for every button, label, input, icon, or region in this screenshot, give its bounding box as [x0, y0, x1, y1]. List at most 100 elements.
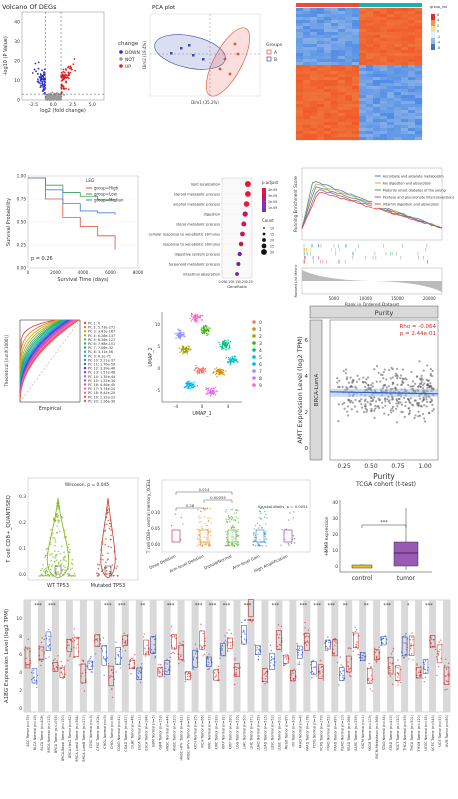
purity-point [400, 410, 403, 413]
heatmap-cell [387, 29, 395, 33]
pcqq-curve [19, 319, 62, 403]
pancancer-box [234, 663, 240, 677]
cna-point [237, 510, 239, 512]
umap-point [229, 341, 232, 343]
heatmap-cell [338, 8, 346, 12]
umap-point [193, 383, 195, 386]
heatmap-cell [331, 92, 339, 96]
umap-point [181, 332, 183, 334]
purity-rho: Rho = -0.064 [399, 324, 436, 330]
umap-point [187, 350, 189, 353]
umap-point [206, 329, 208, 332]
purity-point [390, 411, 393, 414]
heatmap-cell [296, 11, 304, 15]
pancancer-point [391, 683, 394, 686]
heatmap-cell [380, 71, 388, 75]
violin-point [44, 556, 46, 558]
heatmap-cell [359, 38, 367, 42]
cna-point [227, 516, 230, 518]
heatmap-cell [415, 71, 423, 75]
violin-point [62, 574, 65, 576]
umap-x-tick: 0 [201, 404, 204, 409]
dotplot-category-label: lipid localization [191, 182, 220, 186]
violin-point [104, 561, 107, 564]
pancancer-point [186, 673, 189, 676]
umap-point [224, 341, 227, 344]
pancancer-point [122, 646, 124, 648]
dotplot-size-key [262, 232, 266, 236]
pancancer-category-label: GBM Normal (n=5) [152, 714, 156, 747]
purity-point [358, 400, 361, 403]
heatmap-cell [303, 116, 311, 120]
heatmap-cell [387, 131, 395, 135]
pancancer-point [244, 619, 246, 622]
heatmap-cell [408, 59, 416, 63]
purity-point [345, 376, 349, 379]
cna-point [265, 513, 267, 516]
pancancer-point [424, 676, 426, 679]
umap-legend-key [252, 341, 256, 345]
pancancer-point [330, 641, 332, 644]
cna-point [264, 535, 267, 538]
pancancer-point [61, 673, 63, 675]
volcano-y-tick: 10 [14, 78, 20, 84]
pancancer-point [445, 668, 448, 670]
cna-point [262, 507, 265, 510]
pca-y-label: Dim2 (19.4%) [142, 41, 147, 69]
heatmap-cell [359, 71, 367, 75]
umap-legend-key [252, 362, 256, 366]
pancancer-point [182, 640, 184, 643]
heatmap-cell [338, 62, 346, 66]
pancancer-point [355, 629, 358, 631]
pancancer-point [66, 641, 69, 643]
purity-point [396, 405, 399, 408]
pancancer-point [319, 659, 322, 662]
volcano-point [73, 58, 76, 60]
heatmap-cell [324, 41, 332, 45]
heatmap-cell [373, 23, 381, 27]
cna-point [206, 524, 208, 527]
violin-point [106, 513, 108, 515]
pancancer-point [76, 638, 78, 640]
pancancer-point [405, 642, 407, 644]
heatmap-cell [296, 59, 304, 63]
heatmap-cell [303, 41, 311, 45]
heatmap-cell [338, 29, 346, 33]
heatmap-cell [345, 137, 353, 141]
pancancer-point [367, 678, 369, 680]
heatmap-cell [401, 113, 409, 117]
pancancer-significance: *** [167, 603, 175, 609]
purity-point [429, 374, 432, 377]
heatmap-cell [338, 119, 346, 123]
pancancer-point [191, 667, 194, 670]
violin-point [54, 519, 57, 522]
heatmap-cell [324, 23, 332, 27]
cna-point [225, 536, 228, 539]
cna-point [252, 532, 255, 534]
purity-point [362, 410, 366, 414]
gsea-x-tick: 20000 [423, 296, 436, 301]
umap-point [232, 361, 235, 363]
pancancer-y-tick: 8 [19, 634, 22, 640]
heatmap-cell [366, 98, 374, 102]
pancancer-category-label: SARC Tumor (n=259) [354, 714, 358, 751]
heatmap-cell [317, 131, 325, 135]
heatmap-cell [331, 53, 339, 57]
heatmap-cell [310, 122, 318, 126]
umap-point [185, 382, 188, 384]
heatmap-cell [324, 83, 332, 87]
heatmap-cell [408, 47, 416, 51]
dotplot-size-key [261, 249, 267, 255]
purity-point [415, 402, 419, 405]
heatmap-cell [415, 83, 423, 87]
pancancer-significance: *** [328, 603, 336, 609]
heatmap-cell [373, 128, 381, 132]
pancancer-point [32, 677, 34, 680]
violin-point [73, 572, 76, 575]
violin-point [49, 568, 52, 571]
heatmap-cell [324, 20, 332, 24]
heatmap-cell [296, 101, 304, 105]
tcga-y-tick: 40 [332, 500, 338, 506]
pancancer-point [370, 675, 373, 677]
heatmap-cell [415, 92, 423, 96]
